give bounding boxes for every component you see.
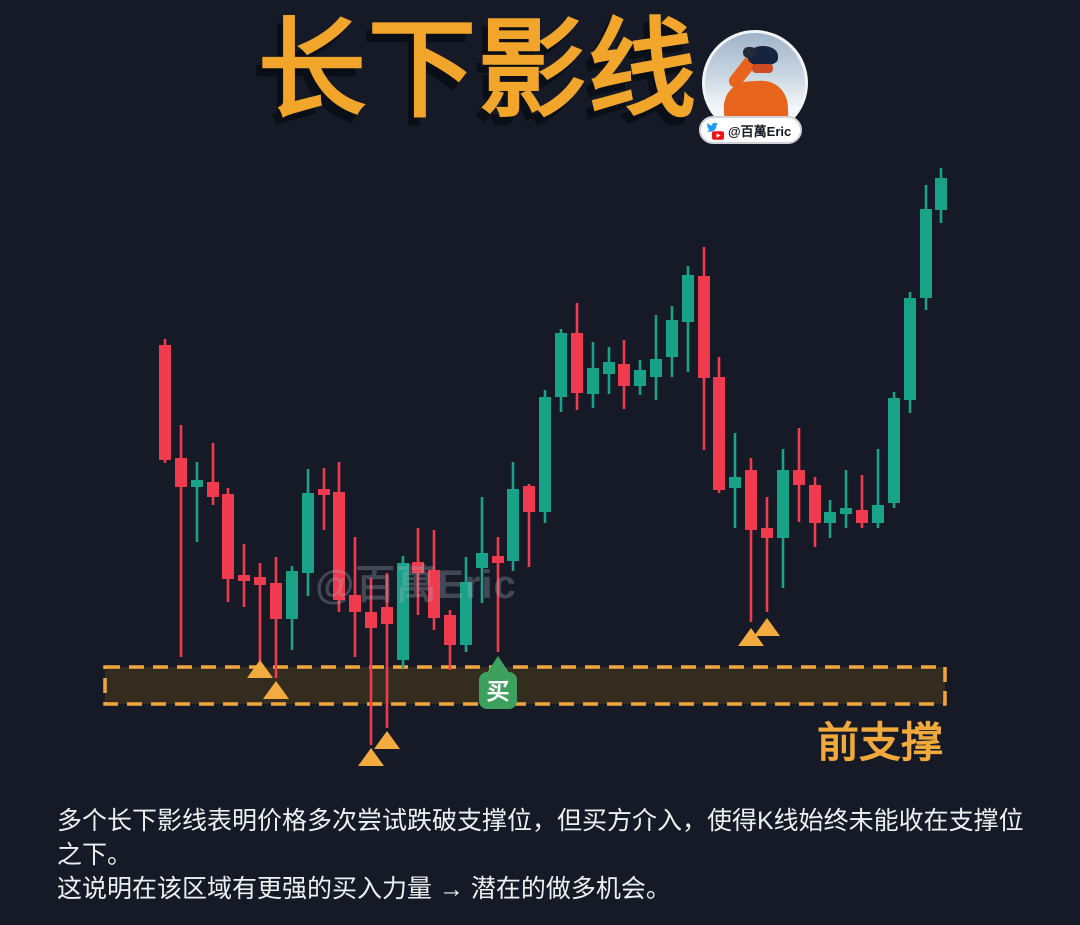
candle-body — [222, 494, 234, 579]
candle-body — [793, 470, 805, 485]
candle-body — [824, 512, 836, 523]
candle-body — [666, 320, 678, 357]
candle-body — [856, 510, 868, 523]
candle-body — [207, 482, 219, 497]
candle-body — [935, 178, 947, 210]
candle-body — [460, 582, 472, 645]
candle-body — [507, 489, 519, 561]
candle-body — [904, 298, 916, 400]
candle-body — [618, 364, 630, 386]
youtube-icon — [712, 130, 724, 140]
candle-body — [412, 562, 424, 573]
buy-label-pointer — [486, 656, 510, 674]
candle-body — [428, 570, 440, 618]
candle-body — [175, 458, 187, 487]
candle-body — [254, 577, 266, 585]
long-shadow-marker — [754, 618, 780, 636]
candle-body — [302, 493, 314, 573]
candle-body — [809, 485, 821, 523]
candle-body — [888, 398, 900, 503]
caption: 多个长下影线表明价格多次尝试跌破支撑位，但买方介入，使得K线始终未能收在支撑位之… — [57, 804, 1047, 906]
candle-body — [682, 275, 694, 322]
candle-body — [587, 368, 599, 394]
buy-label-text: 买 — [487, 678, 510, 704]
candle-body — [191, 480, 203, 487]
watermark: @百萬Eric — [315, 563, 517, 607]
long-shadow-marker — [263, 681, 289, 699]
candle-body — [492, 556, 504, 563]
candle-body — [365, 612, 377, 628]
candle-body — [761, 528, 773, 538]
candle-body — [270, 583, 282, 619]
candle-body — [920, 209, 932, 298]
long-shadow-marker — [247, 660, 273, 678]
buy-label-box — [479, 672, 517, 709]
long-shadow-marker — [374, 731, 400, 749]
candle-body — [397, 563, 409, 660]
candle-body — [729, 477, 741, 488]
caption-line-1: 多个长下影线表明价格多次尝试跌破支撑位，但买方介入，使得K线始终未能收在支撑位之… — [57, 807, 1024, 869]
candle-body — [571, 333, 583, 393]
support-zone-label: 前支撑 — [817, 719, 943, 766]
candle-body — [555, 333, 567, 397]
candle-body — [523, 486, 535, 512]
candle-body — [476, 553, 488, 568]
long-shadow-marker — [738, 628, 764, 646]
candle-body — [777, 470, 789, 538]
candle-body — [444, 615, 456, 645]
candle-body — [381, 607, 393, 624]
candle-body — [713, 377, 725, 490]
candle-body — [698, 276, 710, 378]
candle-body — [238, 575, 250, 581]
support-zone-border — [103, 665, 947, 706]
page-title: 长下影线 — [258, 9, 699, 130]
candle-body — [286, 571, 298, 619]
candle-body — [539, 397, 551, 512]
candle-body — [745, 470, 757, 530]
avatar-badge-label: @百萬Eric — [728, 123, 792, 139]
support-zone-fill — [105, 667, 945, 704]
candle-body — [634, 370, 646, 386]
caption-line-2: 这说明在该区域有更强的买入力量 → 潜在的做多机会。 — [57, 875, 671, 903]
twitter-icon — [706, 122, 718, 132]
avatar-goggles — [752, 64, 773, 73]
candle-body — [318, 489, 330, 495]
avatar-badge: @百萬Eric — [699, 116, 803, 144]
candle-body — [872, 505, 884, 523]
candle-body — [840, 508, 852, 514]
long-shadow-marker — [358, 748, 384, 766]
candle-body — [159, 345, 171, 460]
avatar-glove — [743, 47, 756, 58]
candle-body — [333, 492, 345, 600]
candle-body — [650, 359, 662, 377]
candle-body — [603, 362, 615, 374]
candle-body — [349, 595, 361, 612]
